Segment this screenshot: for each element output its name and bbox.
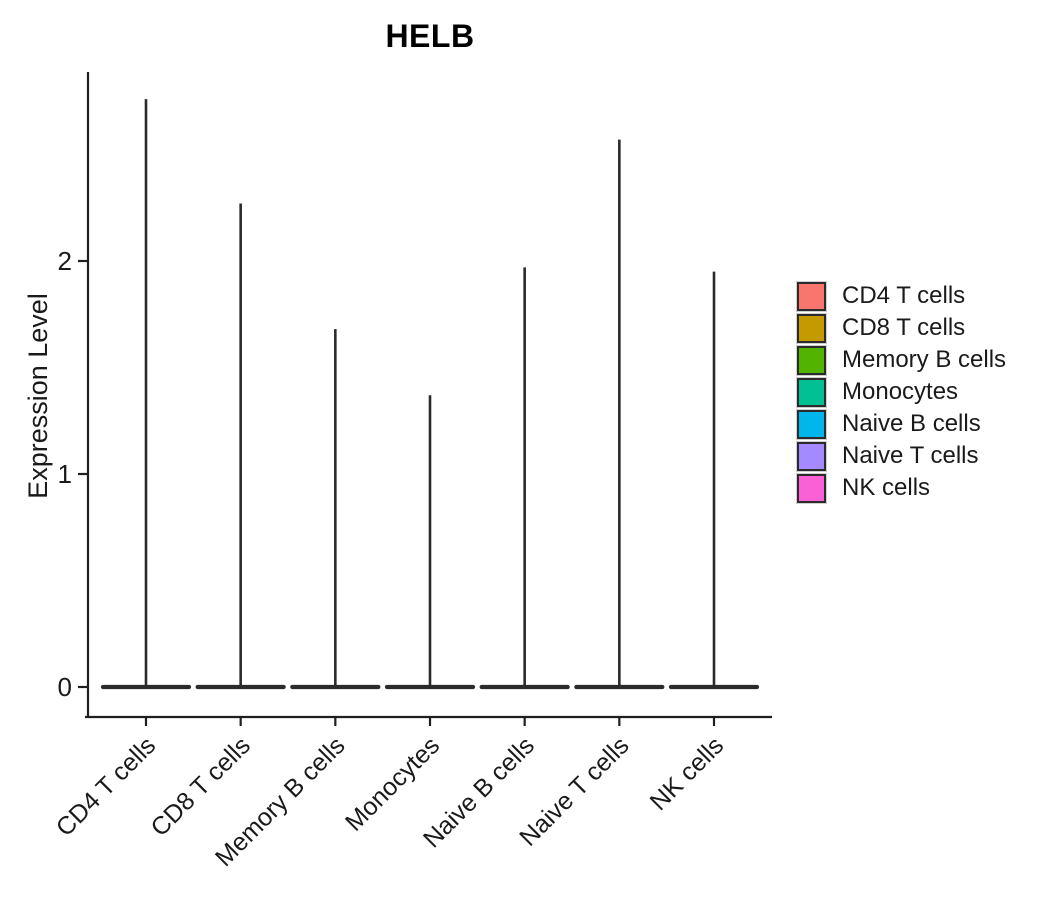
legend-item-cd8-t-cells: CD8 T cells [797, 312, 1006, 344]
legend-item-monocytes: Monocytes [797, 376, 1006, 408]
y-tick-label: 2 [58, 246, 72, 276]
legend-label: CD4 T cells [842, 282, 966, 309]
legend-label: CD8 T cells [842, 314, 966, 341]
legend-swatch-cd8-t-cells [797, 313, 826, 343]
x-tick-label-nk-cells: NK cells [645, 731, 730, 816]
legend-item-cd4-t-cells: CD4 T cells [797, 280, 1006, 312]
legend-label: Naive T cells [842, 442, 979, 469]
legend-label: Memory B cells [842, 346, 1007, 373]
legend-swatch-monocytes [797, 377, 826, 407]
legend-swatch-naive-t-cells [797, 441, 826, 471]
legend-swatch-nk-cells [797, 473, 826, 503]
legend-item-naive-b-cells: Naive B cells [797, 408, 1006, 440]
legend-label: NK cells [842, 474, 931, 501]
y-tick-label: 0 [58, 672, 72, 702]
plot-title: HELB [385, 18, 475, 54]
legend-label: Monocytes [842, 378, 959, 405]
y-tick-label: 1 [58, 459, 72, 489]
legend: CD4 T cells CD8 T cells Memory B cells Mono… [797, 280, 1006, 504]
legend-item-naive-t-cells: Naive T cells [797, 440, 1006, 472]
x-tick-label-cd4-t-cells: CD4 T cells [51, 731, 162, 842]
legend-swatch-cd4-t-cells [797, 281, 826, 311]
legend-item-memory-b-cells: Memory B cells [797, 344, 1006, 376]
legend-label: Naive B cells [842, 410, 981, 437]
legend-swatch-memory-b-cells [797, 345, 826, 375]
legend-item-nk-cells: NK cells [797, 472, 1006, 504]
legend-swatch-naive-b-cells [797, 409, 826, 439]
